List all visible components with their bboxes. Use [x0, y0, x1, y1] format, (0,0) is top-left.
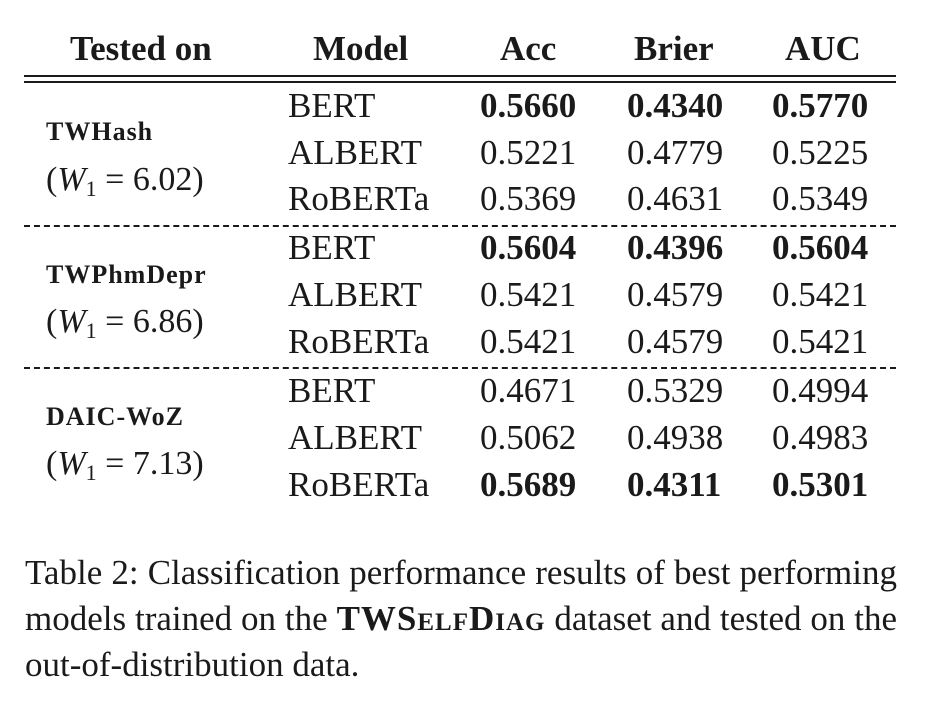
group-w1-twphmdepr: (W1 = 6.86) [46, 303, 204, 343]
group-name-daic-woz: DAIC-WoZ [46, 402, 185, 431]
cell-brier: 0.5329 [627, 371, 724, 410]
cell-model: BERT [288, 371, 376, 410]
cell-model: RoBERTa [288, 465, 430, 504]
group-w1-twhash: (W1 = 6.02) [46, 161, 204, 201]
cell-auc: 0.4994 [772, 371, 869, 410]
cell-acc: 0.4671 [480, 371, 577, 410]
cell-auc: 0.5421 [772, 322, 869, 361]
cell-auc: 0.4983 [772, 418, 869, 457]
cell-brier: 0.4779 [627, 133, 724, 172]
cell-model: RoBERTa [288, 322, 430, 361]
w-value: = 7.13) [96, 445, 204, 482]
cell-acc: 0.5421 [480, 275, 577, 314]
table-caption: Table 2: Classification performance resu… [25, 550, 897, 688]
column-header-model: Model [313, 29, 409, 68]
column-header-tested-on: Tested on [70, 29, 212, 68]
group-divider-2 [24, 367, 896, 369]
cell-auc: 0.5770 [772, 86, 869, 125]
group-name-twphmdepr: TWPhmDepr [46, 260, 207, 289]
cell-brier: 0.4938 [627, 418, 724, 457]
header-rule-top [24, 75, 896, 77]
cell-acc: 0.5062 [480, 418, 577, 457]
cell-acc: 0.5221 [480, 133, 577, 172]
w-subscript: 1 [85, 460, 97, 485]
caption-prefix: Table 2: Classification performance resu… [25, 553, 897, 638]
w-value: = 6.02) [96, 161, 204, 198]
caption-dataset-name: TWSelfDiag [336, 599, 546, 638]
cell-auc: 0.5225 [772, 133, 869, 172]
column-header-auc: AUC [785, 29, 861, 68]
header-rule-bottom [24, 81, 896, 83]
cell-auc: 0.5604 [772, 228, 869, 267]
cell-auc: 0.5421 [772, 275, 869, 314]
cell-model: ALBERT [288, 133, 423, 172]
group-divider-1 [24, 225, 896, 227]
cell-brier: 0.4311 [627, 465, 722, 504]
caption-suffix: dataset and tested on the out-of-distrib… [25, 599, 897, 684]
cell-model: RoBERTa [288, 179, 430, 218]
cell-model: ALBERT [288, 275, 423, 314]
column-header-brier: Brier [634, 29, 714, 68]
cell-brier: 0.4579 [627, 275, 724, 314]
cell-acc: 0.5660 [480, 86, 577, 125]
cell-brier: 0.4579 [627, 322, 724, 361]
cell-brier: 0.4631 [627, 179, 724, 218]
w-symbol: W [57, 303, 86, 340]
w-symbol: W [57, 445, 86, 482]
w-subscript: 1 [85, 318, 97, 343]
cell-model: BERT [288, 86, 376, 125]
w-value: = 6.86) [96, 303, 204, 340]
w-subscript: 1 [85, 176, 97, 201]
cell-acc: 0.5604 [480, 228, 577, 267]
group-name-twhash: TWHash [46, 117, 154, 146]
cell-auc: 0.5301 [772, 465, 869, 504]
cell-brier: 0.4340 [627, 86, 724, 125]
group-w1-daic-woz: (W1 = 7.13) [46, 445, 204, 485]
cell-auc: 0.5349 [772, 179, 869, 218]
cell-acc: 0.5369 [480, 179, 577, 218]
cell-brier: 0.4396 [627, 228, 724, 267]
w-symbol: W [57, 161, 86, 198]
cell-acc: 0.5421 [480, 322, 577, 361]
cell-model: ALBERT [288, 418, 423, 457]
cell-model: BERT [288, 228, 376, 267]
column-header-acc: Acc [500, 29, 557, 68]
cell-acc: 0.5689 [480, 465, 577, 504]
